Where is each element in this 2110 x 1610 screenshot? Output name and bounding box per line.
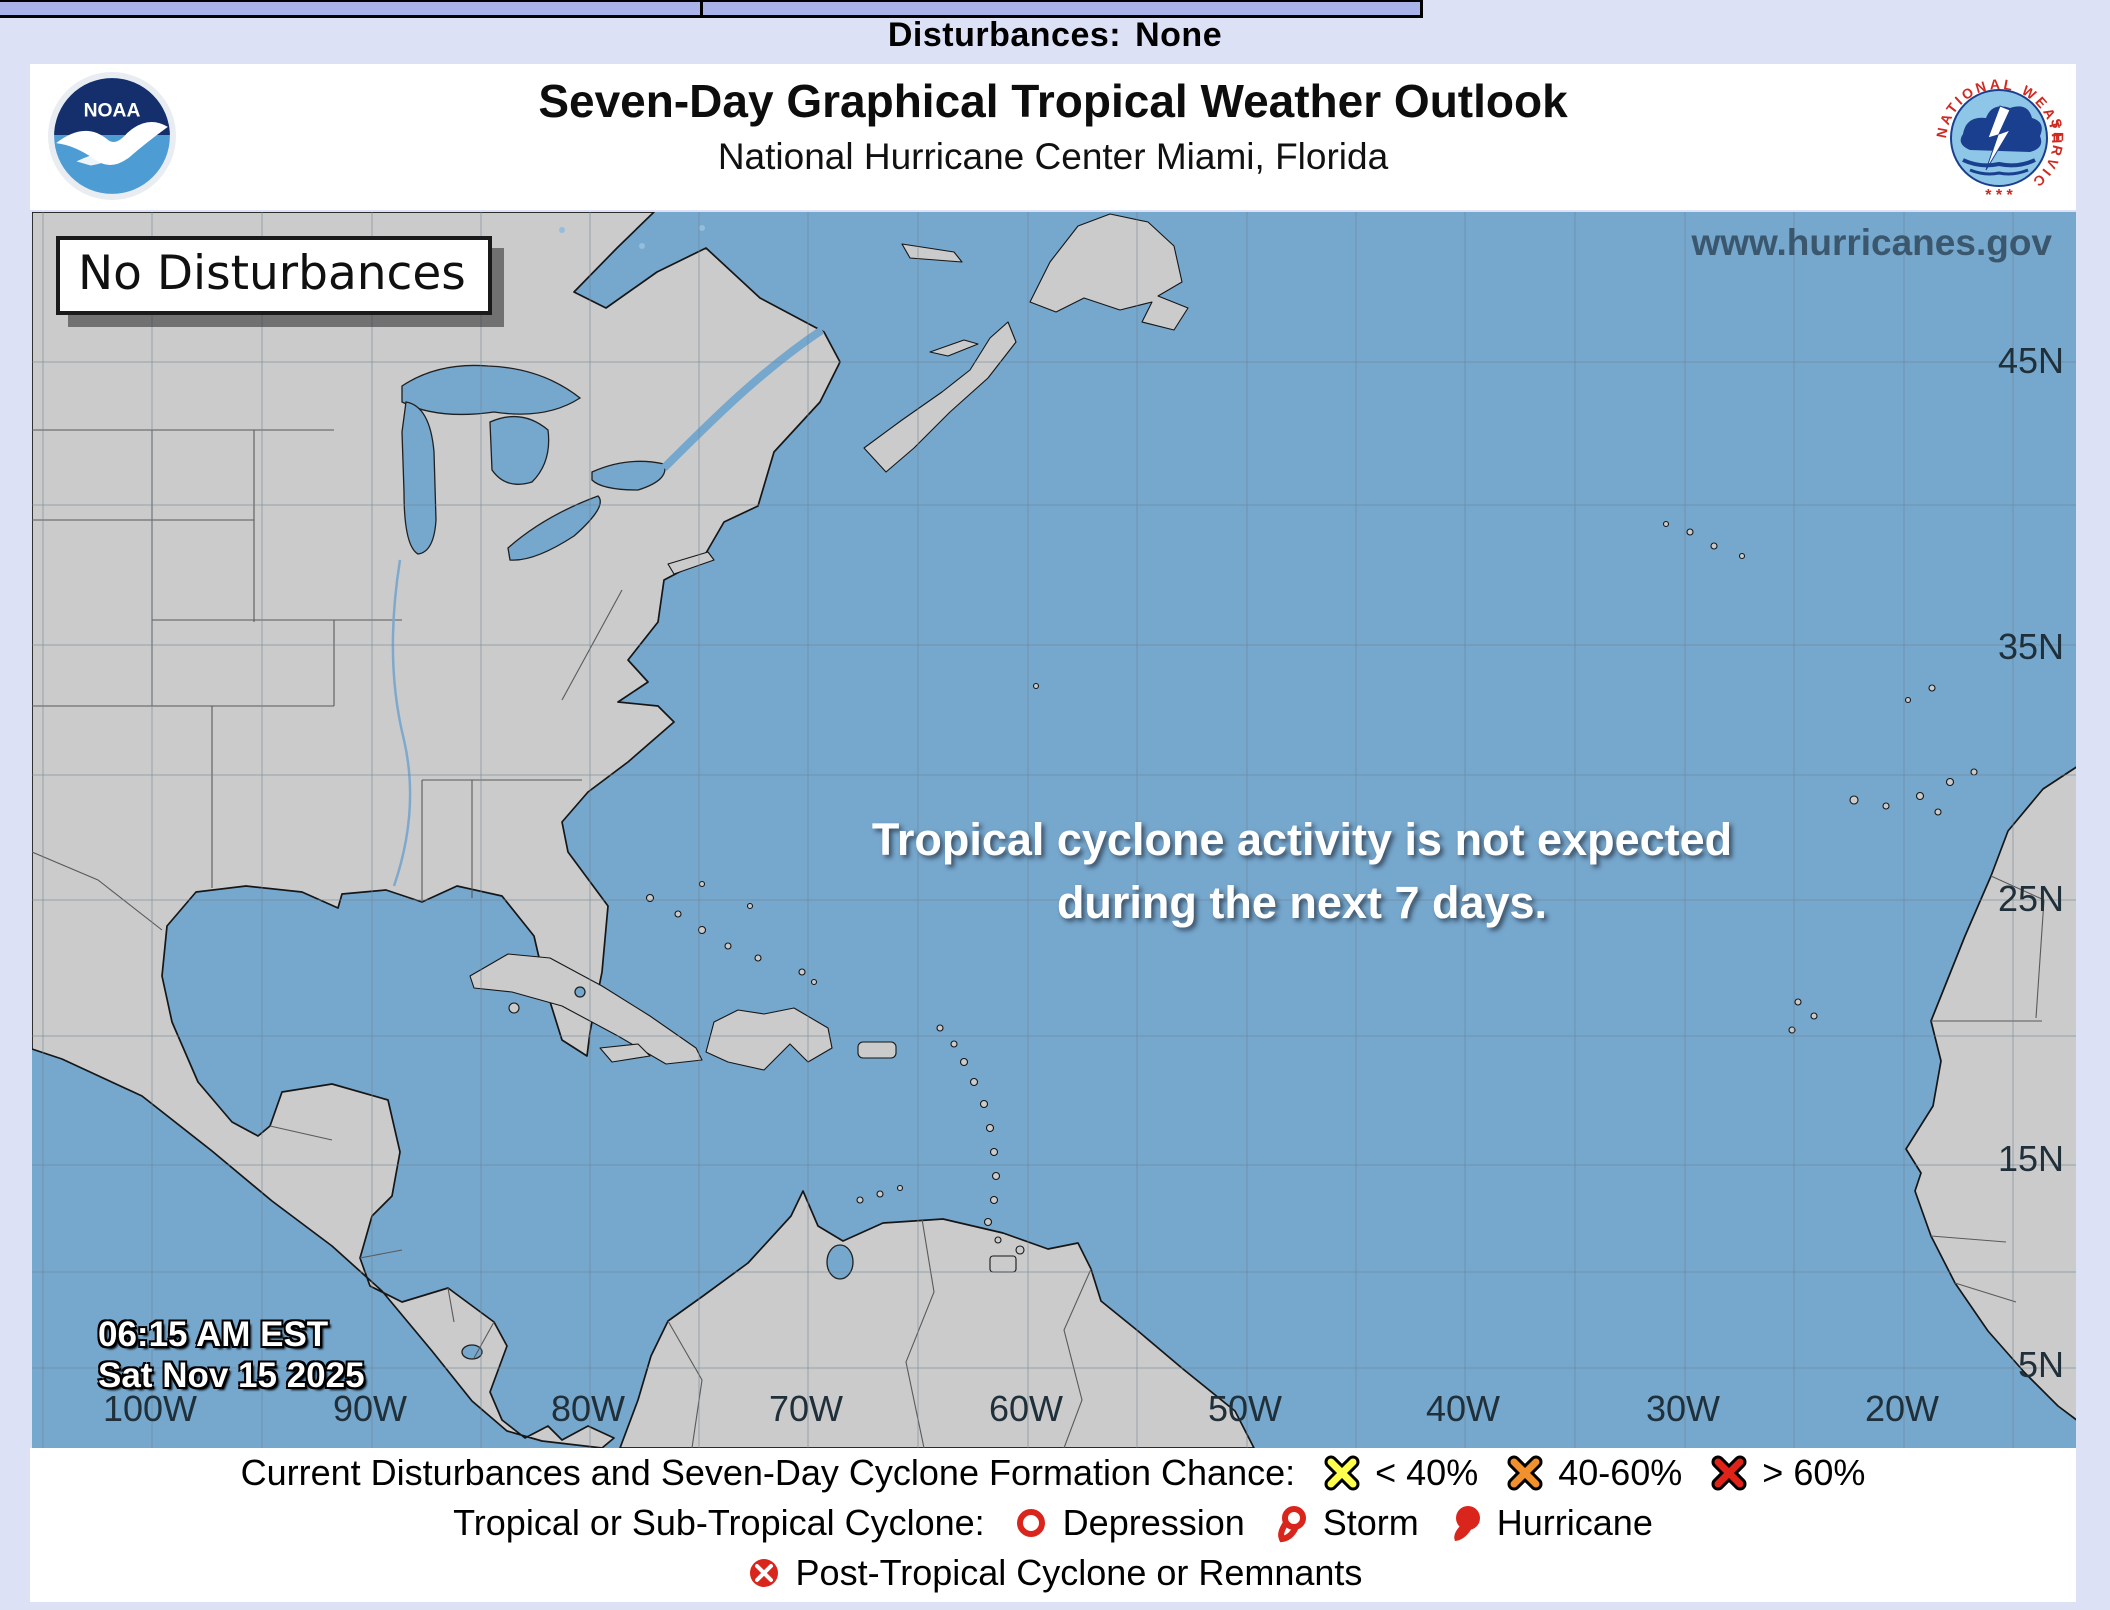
high-chance-x-icon [1711, 1455, 1747, 1491]
lat-label: 15N [1997, 1138, 2064, 1179]
lat-label: 45N [1997, 340, 2064, 381]
lake-ontario [591, 460, 666, 491]
disturbances-status: Disturbances: None [0, 16, 2110, 55]
bermuda [1032, 682, 1040, 690]
outlook-message-line2: during the next 7 days. [1056, 877, 1548, 928]
medium-chance-label: 40-60% [1558, 1452, 1683, 1493]
political-borders [32, 429, 2045, 1448]
lon-label: 20W [1864, 1388, 1940, 1429]
page-title: Seven-Day Graphical Tropical Weather Out… [538, 75, 1568, 127]
high-chance-label: > 60% [1762, 1452, 1866, 1493]
outlook-message-line1: Tropical cyclone activity is not expecte… [871, 814, 1733, 865]
disturbances-status-label: Disturbances: [887, 16, 1122, 54]
legend-row-cyclone-types: Tropical or Sub-Tropical Cyclone: Depres… [30, 1498, 2076, 1548]
hurricane-icon [1454, 1506, 1480, 1541]
browser-tab-strip[interactable] [0, 0, 1423, 18]
lake-nicaragua [461, 1344, 483, 1360]
cape-verde-islands [1788, 998, 1818, 1034]
lesser-antilles [936, 1024, 1025, 1273]
nws-logo: NATIONAL WEATHER SERVICE * * * [1930, 64, 2064, 204]
canary-islands [1849, 768, 1978, 816]
tab-divider [700, 2, 703, 15]
hurricanes-gov-watermark[interactable]: www.hurricanes.gov [1691, 222, 2053, 263]
noaa-logo: NOAA [48, 72, 176, 200]
issuance-time: 06:15 AM EST [98, 1315, 329, 1354]
madeira-islands [1904, 684, 1936, 704]
legend-row-formation-chance: Current Disturbances and Seven-Day Cyclo… [30, 1448, 2076, 1498]
post-tropical-icon [749, 1559, 778, 1587]
anticosti-island [901, 243, 963, 263]
lon-label: 90W [332, 1388, 408, 1429]
issuance-date: Sat Nov 15 2025 [98, 1356, 365, 1396]
no-disturbances-badge: No Disturbances [56, 236, 492, 315]
lon-label: 80W [550, 1388, 626, 1429]
nova-scotia [863, 321, 1017, 473]
isle-of-youth [508, 1002, 520, 1014]
storm-label: Storm [1322, 1502, 1419, 1543]
lon-label: 40W [1425, 1388, 1501, 1429]
depression-label: Depression [1062, 1502, 1245, 1543]
disturbances-status-value: None [1135, 16, 1223, 54]
lake-superior [401, 364, 582, 416]
lat-label: 5N [2017, 1344, 2064, 1385]
graticule [32, 212, 2076, 1448]
storm-icon [1277, 1506, 1306, 1543]
map-legend: Current Disturbances and Seven-Day Cyclo… [30, 1448, 2076, 1602]
depression-icon [1016, 1509, 1045, 1537]
puerto-rico [857, 1041, 897, 1059]
noaa-logo-text: NOAA [84, 101, 141, 122]
south-america-landmass [619, 1190, 1255, 1448]
lat-label: 25N [1997, 878, 2064, 919]
low-chance-x-icon [1324, 1455, 1360, 1491]
prince-edward-island [929, 339, 979, 357]
north-america-landmass [32, 212, 841, 1448]
lon-label: 30W [1645, 1388, 1721, 1429]
lon-label: 70W [768, 1388, 844, 1429]
lake-michigan [401, 401, 437, 555]
lon-label: 50W [1207, 1388, 1283, 1429]
lake-erie [507, 495, 601, 561]
tobago [1015, 1245, 1025, 1255]
formation-chance-label: Current Disturbances and Seven-Day Cyclo… [240, 1452, 1296, 1493]
hispaniola [705, 1007, 833, 1071]
jamaica [599, 1043, 651, 1063]
post-tropical-label: Post-Tropical Cyclone or Remnants [795, 1552, 1363, 1593]
lat-label: 35N [1997, 626, 2064, 667]
bahamas-islands [645, 880, 818, 986]
outlook-map[interactable]: No Disturbances www.hurricanes.gov Tropi… [32, 212, 2076, 1448]
azores-islands [1662, 520, 1746, 560]
newfoundland [1029, 213, 1189, 331]
hurricane-label: Hurricane [1496, 1502, 1653, 1543]
page-subtitle: National Hurricane Center Miami, Florida [717, 136, 1389, 177]
lake-okeechobee [574, 986, 586, 998]
lake-maracaibo [826, 1244, 854, 1280]
long-island [667, 551, 715, 575]
header: NOAA Seven-Day Graphical Tropical Weathe… [30, 64, 2076, 210]
abc-islands [856, 1184, 904, 1204]
lon-label: 100W [102, 1388, 198, 1429]
mississippi-river [391, 559, 412, 887]
cyclone-types-label: Tropical or Sub-Tropical Cyclone: [453, 1502, 985, 1543]
nws-logo-stars: * * * [1985, 187, 2013, 204]
issuance-timestamp: 06:15 AM EST Sat Nov 15 2025 [98, 1314, 365, 1397]
outlook-message: Tropical cyclone activity is not expecte… [672, 808, 1932, 934]
lake-huron [489, 416, 550, 485]
medium-chance-x-icon [1507, 1455, 1543, 1491]
st-lawrence-river [661, 326, 825, 471]
atlantic-basin-map [32, 212, 2076, 1448]
trinidad [989, 1255, 1017, 1273]
lon-label: 60W [988, 1388, 1064, 1429]
low-chance-label: < 40% [1375, 1452, 1479, 1493]
legend-row-post-tropical: Post-Tropical Cyclone or Remnants [30, 1548, 2076, 1598]
